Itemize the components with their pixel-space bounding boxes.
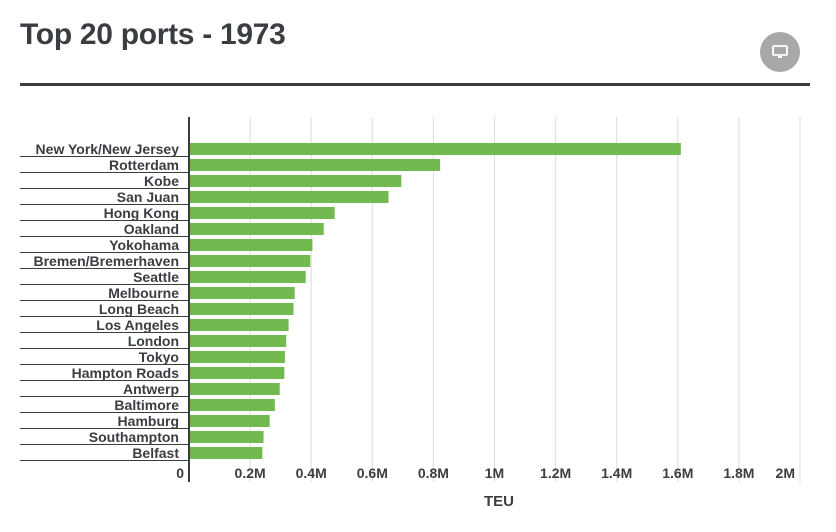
category-label: Melbourne bbox=[108, 285, 179, 301]
bar[interactable] bbox=[190, 319, 289, 331]
category-label: Yokohama bbox=[109, 237, 179, 253]
bar[interactable] bbox=[190, 207, 335, 219]
bar[interactable] bbox=[190, 399, 275, 411]
chart-title: Top 20 ports - 1973 bbox=[20, 18, 286, 51]
category-label: Hampton Roads bbox=[72, 365, 180, 381]
category-label: Seattle bbox=[133, 269, 179, 285]
bar[interactable] bbox=[190, 159, 441, 171]
bar[interactable] bbox=[190, 271, 306, 283]
axes bbox=[20, 117, 190, 482]
x-axis-title: TEU bbox=[484, 493, 514, 510]
category-label: Tokyo bbox=[139, 349, 179, 365]
grid-lines bbox=[249, 117, 801, 482]
x-tick-label: 1.4M bbox=[601, 465, 632, 481]
category-label: Los Angeles bbox=[96, 317, 179, 333]
category-label: Long Beach bbox=[99, 301, 179, 317]
category-label: Antwerp bbox=[123, 381, 179, 397]
bars bbox=[190, 143, 681, 459]
x-tick-label: 0.8M bbox=[418, 465, 449, 481]
bar[interactable] bbox=[190, 367, 285, 379]
x-tick-label: 1.6M bbox=[662, 465, 693, 481]
bar[interactable] bbox=[190, 223, 324, 235]
category-label: London bbox=[128, 333, 179, 349]
category-label: Hamburg bbox=[118, 413, 179, 429]
bar[interactable] bbox=[190, 303, 294, 315]
monitor-icon bbox=[772, 45, 788, 58]
category-label: New York/New Jersey bbox=[36, 141, 180, 157]
bar[interactable] bbox=[190, 143, 681, 155]
category-label: Belfast bbox=[132, 445, 179, 461]
category-label: Oakland bbox=[124, 221, 179, 237]
category-label: Southampton bbox=[89, 429, 179, 445]
category-label: Baltimore bbox=[114, 397, 179, 413]
chart-menu-button[interactable] bbox=[760, 32, 800, 72]
category-label: Kobe bbox=[144, 173, 179, 189]
title-divider bbox=[20, 83, 810, 86]
bar[interactable] bbox=[190, 351, 285, 363]
x-tick-label: 0 bbox=[176, 465, 184, 481]
bar[interactable] bbox=[190, 383, 280, 395]
bar[interactable] bbox=[190, 431, 264, 443]
bar[interactable] bbox=[190, 287, 295, 299]
x-tick-label: 2M bbox=[776, 465, 795, 481]
category-label: San Juan bbox=[117, 189, 179, 205]
bar[interactable] bbox=[190, 175, 402, 187]
x-tick-label: 1M bbox=[485, 465, 504, 481]
x-tick-label: 0.4M bbox=[296, 465, 327, 481]
bar[interactable] bbox=[190, 191, 389, 203]
x-tick-label: 1.2M bbox=[540, 465, 571, 481]
bar[interactable] bbox=[190, 255, 311, 267]
x-tick-label: 0.6M bbox=[357, 465, 388, 481]
bar[interactable] bbox=[190, 415, 270, 427]
bar[interactable] bbox=[190, 335, 287, 347]
bar[interactable] bbox=[190, 239, 313, 251]
category-label: Hong Kong bbox=[104, 205, 179, 221]
x-tick-label: 0.2M bbox=[235, 465, 266, 481]
x-tick-label: 1.8M bbox=[723, 465, 754, 481]
category-label: Rotterdam bbox=[109, 157, 179, 173]
bar[interactable] bbox=[190, 447, 263, 459]
category-label: Bremen/Bremerhaven bbox=[33, 253, 179, 269]
